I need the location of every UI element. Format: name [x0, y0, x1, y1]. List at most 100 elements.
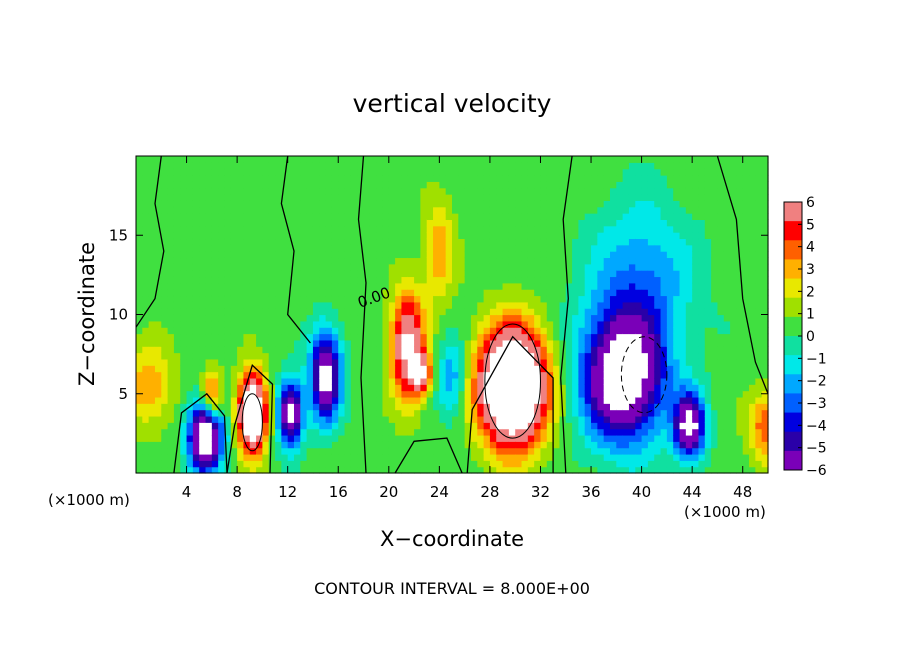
heatmap-cell [616, 447, 624, 455]
heatmap-cell [192, 346, 200, 354]
heatmap-cell [237, 422, 245, 430]
heatmap-cell [420, 447, 428, 455]
heatmap-cell [287, 409, 295, 417]
heatmap-cell [167, 308, 175, 316]
heatmap-cell [553, 390, 561, 398]
heatmap-cell [534, 434, 542, 442]
heatmap-cell [230, 327, 238, 335]
heatmap-cell [331, 225, 339, 233]
heatmap-cell [426, 187, 434, 195]
heatmap-cell [597, 225, 605, 233]
heatmap-cell [433, 200, 440, 208]
heatmap-cell [205, 295, 213, 303]
heatmap-cell [281, 415, 289, 423]
heatmap-cell [256, 181, 263, 189]
heatmap-cell [584, 238, 592, 246]
heatmap-cell [742, 295, 750, 303]
heatmap-cell [679, 327, 687, 335]
heatmap-cell [382, 371, 390, 379]
heatmap-cell [616, 175, 624, 182]
heatmap-cell [692, 396, 700, 404]
heatmap-cell [312, 460, 320, 468]
heatmap-cell [211, 238, 219, 246]
heatmap-cell [540, 320, 548, 328]
heatmap-cell [496, 295, 504, 303]
heatmap-cell [666, 320, 674, 328]
heatmap-cell [401, 339, 409, 347]
heatmap-cell [591, 384, 598, 392]
heatmap-cell [426, 390, 434, 398]
heatmap-cell [673, 206, 681, 214]
heatmap-cell [142, 371, 150, 379]
heatmap-cell [452, 415, 459, 423]
heatmap-cell [673, 422, 681, 430]
heatmap-cell [414, 339, 421, 347]
heatmap-cell [559, 251, 567, 259]
heatmap-cell [439, 403, 447, 411]
heatmap-cell [622, 251, 630, 259]
heatmap-cell [237, 232, 245, 240]
heatmap-cell [262, 244, 270, 252]
heatmap-cell [357, 441, 365, 449]
heatmap-cell [420, 225, 428, 233]
heatmap-cell [717, 263, 725, 271]
heatmap-cell [616, 333, 624, 341]
heatmap-cell [376, 371, 384, 379]
heatmap-cell [237, 346, 245, 354]
heatmap-cell [660, 333, 668, 341]
heatmap-cell [723, 377, 731, 385]
heatmap-cell [294, 327, 301, 335]
heatmap-cell [180, 289, 188, 297]
heatmap-cell [502, 339, 510, 347]
heatmap-cell [717, 415, 725, 423]
heatmap-cell [376, 333, 384, 341]
heatmap-cell [761, 453, 769, 461]
heatmap-cell [344, 194, 352, 201]
heatmap-cell [761, 352, 769, 360]
heatmap-cell [192, 301, 200, 309]
heatmap-cell [597, 194, 605, 201]
heatmap-cell [489, 181, 497, 189]
heatmap-cell [325, 175, 333, 182]
heatmap-cell [584, 377, 592, 385]
heatmap-cell [610, 219, 617, 227]
heatmap-cell [628, 282, 636, 290]
heatmap-cell [173, 295, 181, 303]
heatmap-cell [464, 352, 472, 360]
heatmap-cell [527, 346, 535, 354]
heatmap-cell [635, 200, 643, 208]
heatmap-cell [692, 219, 700, 227]
heatmap-cell [572, 194, 579, 201]
heatmap-cell [761, 377, 769, 385]
heatmap-cell [262, 194, 270, 201]
heatmap-cell [439, 232, 447, 240]
heatmap-cell [136, 251, 143, 259]
heatmap-cell [610, 168, 617, 176]
heatmap-cell [262, 282, 270, 290]
heatmap-cell [382, 295, 390, 303]
heatmap-cell [591, 225, 598, 233]
heatmap-cell [306, 263, 314, 271]
heatmap-cell [167, 314, 175, 322]
heatmap-cell [192, 200, 200, 208]
heatmap-cell [546, 244, 554, 252]
heatmap-cell [641, 219, 649, 227]
heatmap-cell [540, 447, 548, 455]
heatmap-cell [363, 390, 371, 398]
heatmap-cell [382, 213, 390, 220]
heatmap-cell [173, 327, 181, 335]
heatmap-cell [300, 270, 308, 278]
heatmap-cell [407, 333, 415, 341]
heatmap-cell [281, 314, 289, 322]
heatmap-cell [502, 422, 510, 430]
heatmap-cell [730, 390, 737, 398]
heatmap-cell [331, 339, 339, 347]
heatmap-cell [395, 301, 403, 309]
heatmap-cell [205, 181, 213, 189]
heatmap-cell [331, 352, 339, 360]
heatmap-cell [414, 384, 421, 392]
heatmap-cell [603, 333, 611, 341]
heatmap-cell [401, 289, 409, 297]
heatmap-cell [622, 282, 630, 290]
heatmap-cell [717, 320, 725, 328]
